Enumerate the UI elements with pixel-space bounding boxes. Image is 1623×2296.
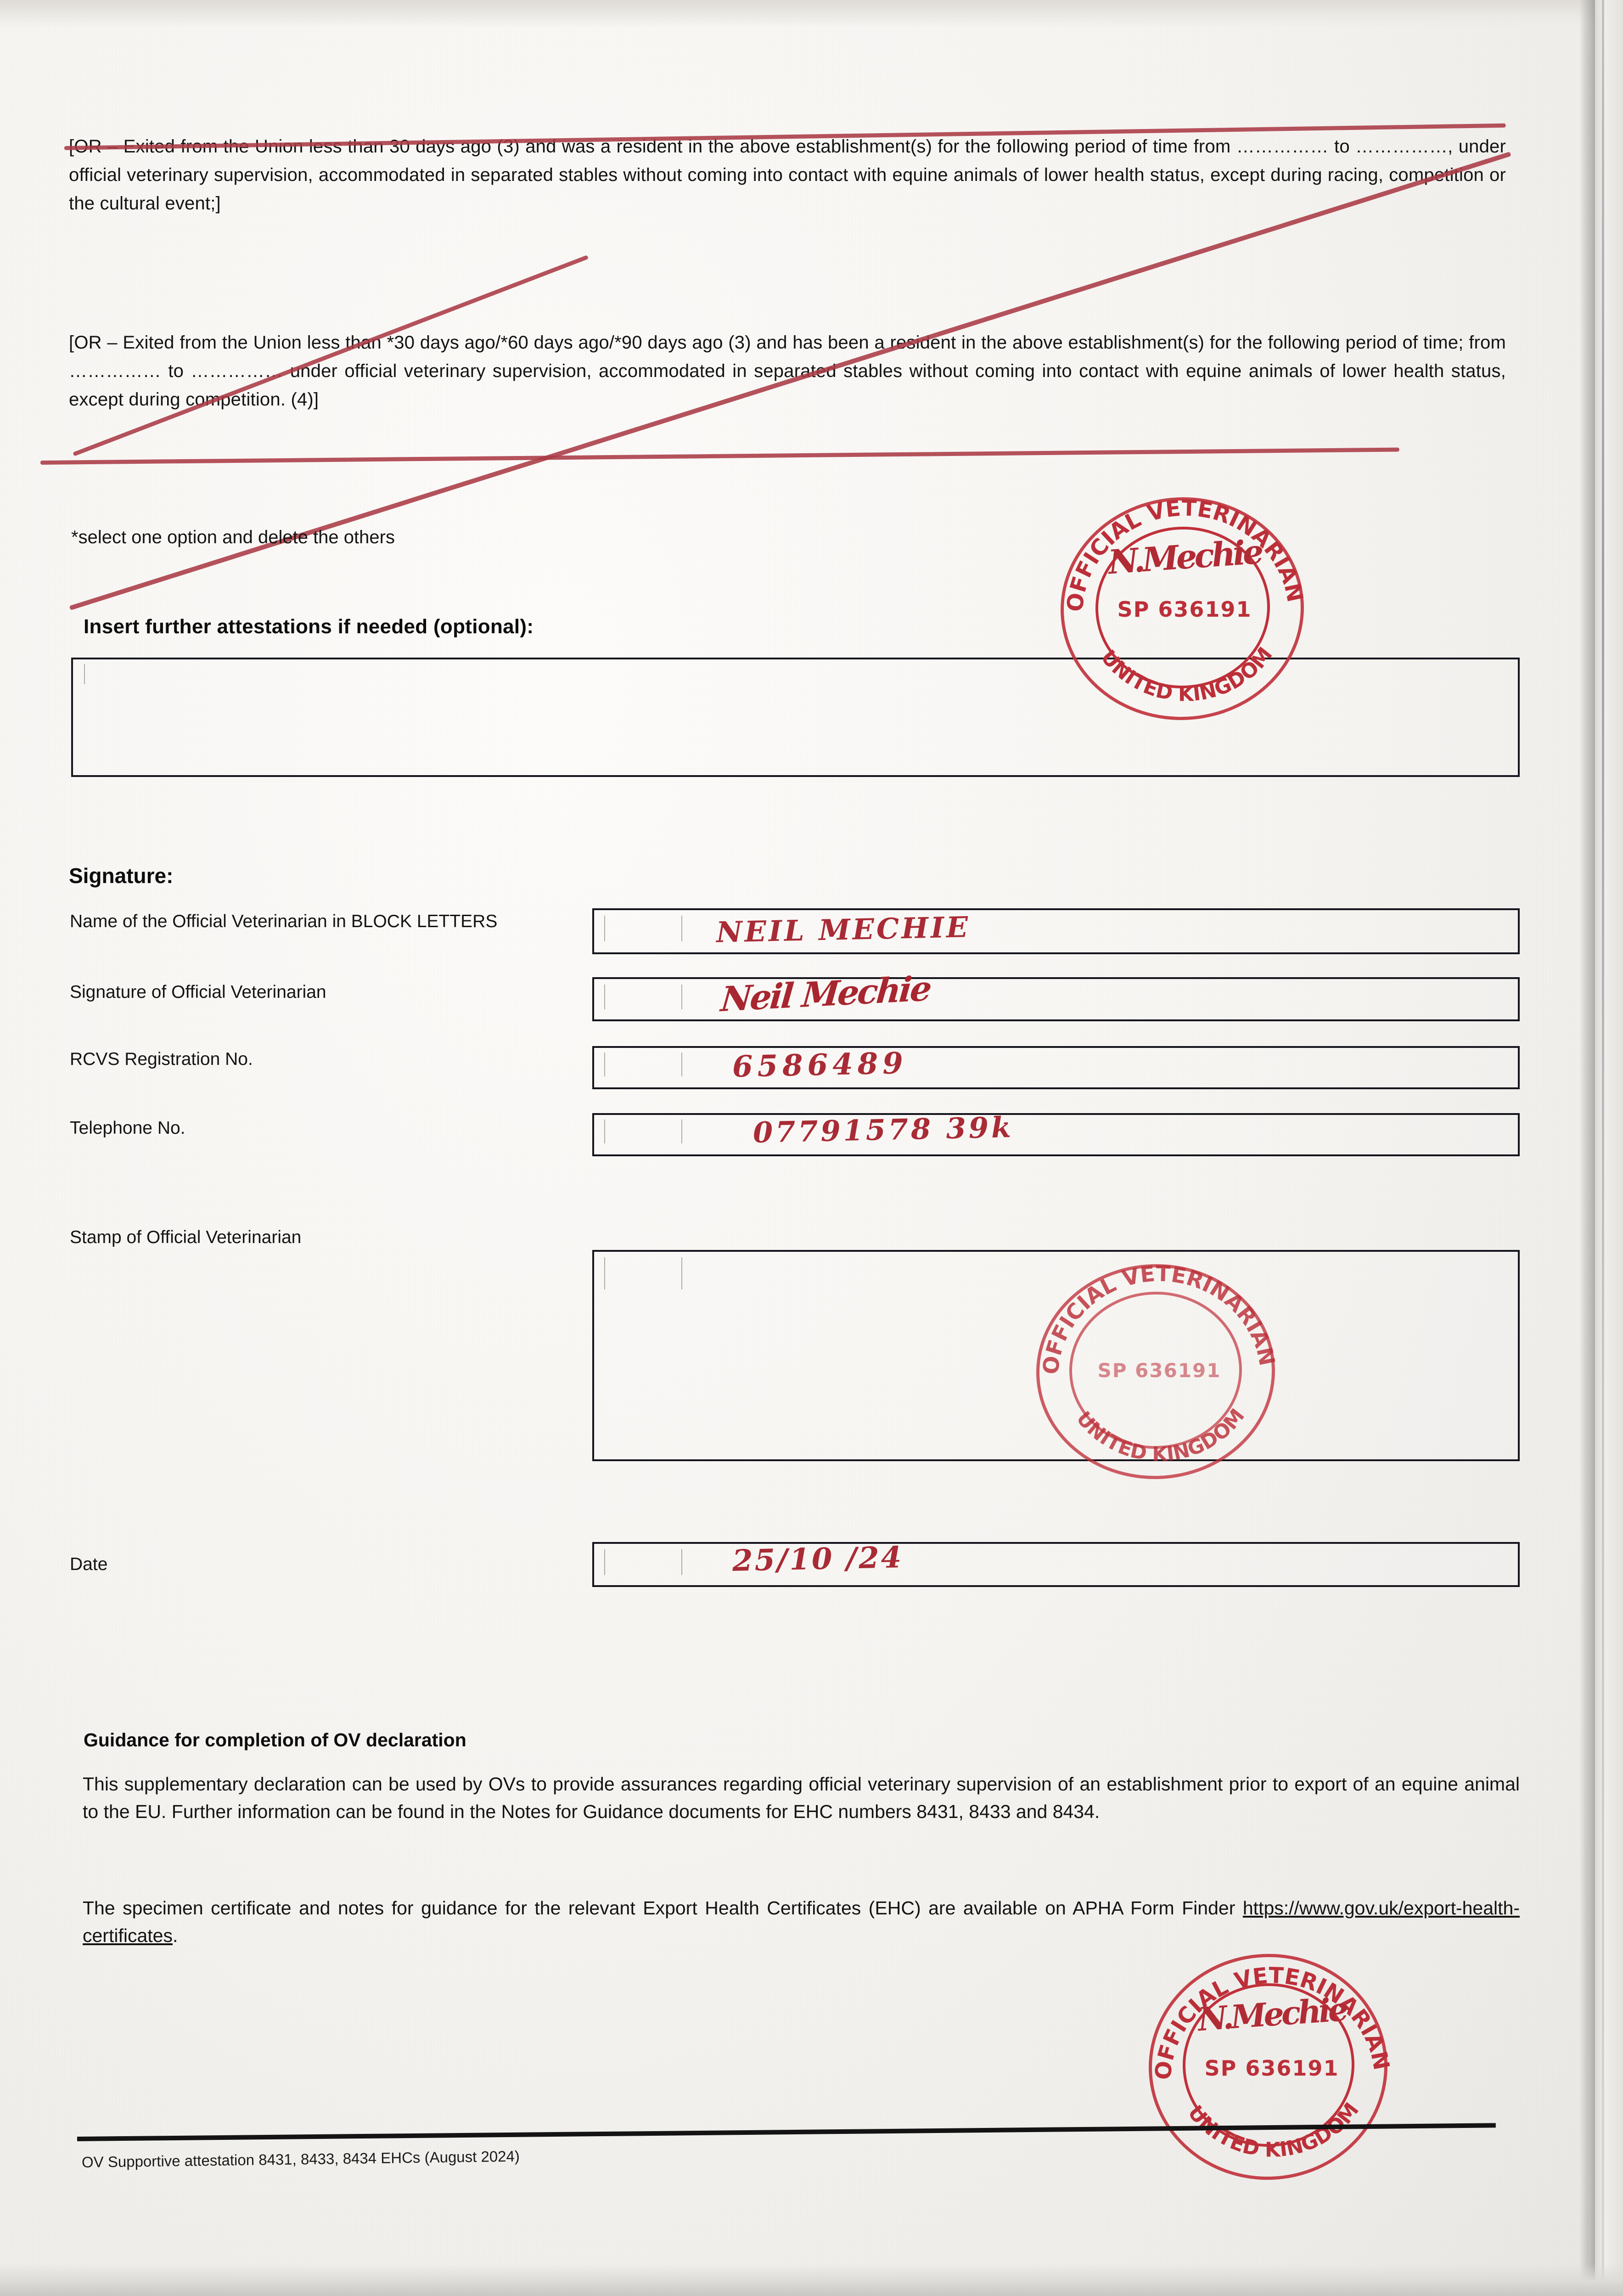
field-label-stamp: Stamp of Official Veterinarian [70,1226,511,1249]
scan-edge-bottom [0,2264,1623,2296]
form-finder-link[interactable]: https://www.gov.uk/export-health-certifi… [83,1897,1520,1946]
select-option-note: *select one option and delete the others [71,527,395,547]
svg-text:UNITED KINGDOM: UNITED KINGDOM [1096,643,1277,706]
field-tick-mid-rcvs [681,1052,682,1076]
field-label-rcvs: RCVS Registration No. [70,1048,511,1071]
field-tick-mid-stamp [681,1257,682,1289]
scan-edge-top [0,0,1623,28]
stamp-middle: OFFICIAL VETERINARIAN UNITED KINGDOM SP … [1031,1260,1288,1483]
field-tick-left-name [604,916,605,941]
field-label-name: Name of the Official Veterinarian in BLO… [70,910,511,933]
scan-edge-right-shadow [1579,0,1595,2296]
guidance-paragraph-2-tail: . [172,1925,178,1946]
field-label-name-text: Name of the Official Veterinarian in BLO… [70,912,498,931]
field-tick-mid-telephone [681,1120,682,1143]
guidance-heading: Guidance for completion of OV declaratio… [84,1729,466,1750]
field-tick-left-signature [604,985,605,1009]
field-value-telephone: 07791578 39k [753,1110,1014,1149]
field-tick-mid-name [681,916,682,941]
field-tick-mid-signature [681,985,682,1009]
guidance-paragraph-2-lead: The specimen certificate and notes for g… [83,1897,1243,1919]
stamp-arc-text: OFFICIAL VETERINARIAN UNITED KINGDOM [1038,1261,1280,1466]
attestations-textbox[interactable] [71,658,1520,777]
field-box-name[interactable] [592,908,1520,954]
signature-heading: Signature: [69,864,174,888]
stamp-bottom-arc-label: UNITED KINGDOM [1072,1404,1249,1466]
attestations-heading: Insert further attestations if needed (o… [84,615,534,638]
field-tick-left-stamp [604,1257,605,1289]
svg-text:OFFICIAL VETERINARIAN: OFFICIAL VETERINARIAN [1038,1261,1280,1376]
field-label-telephone-text: Telephone No. [70,1118,185,1138]
field-box-stamp[interactable] [592,1250,1520,1461]
guidance-paragraph-1-text: This supplementary declaration can be us… [83,1773,1520,1822]
field-box-date[interactable] [592,1542,1520,1587]
or-paragraph-1: [OR – Exited from the Union less than 30… [69,132,1506,218]
stamp-arc-text: OFFICIAL VETERINARIAN UNITED KINGDOM [1150,1963,1394,2162]
field-label-telephone: Telephone No. [70,1117,511,1140]
field-tick-left-date [604,1549,605,1575]
guidance-paragraph-2: The specimen certificate and notes for g… [83,1894,1520,1949]
attestations-tick-mark [84,664,85,684]
scan-edge-right-band [1595,0,1623,2296]
field-value-name: NEIL MECHIE [716,910,971,949]
field-tick-mid-date [681,1549,682,1575]
stamp-bottom-arc-label: UNITED KINGDOM [1096,643,1277,706]
scan-edge-right-line [1602,0,1604,2296]
field-label-rcvs-text: RCVS Registration No. [70,1049,253,1069]
field-box-signature[interactable] [592,977,1520,1021]
stamp-bottom: OFFICIAL VETERINARIAN UNITED KINGDOM N.M… [1143,1948,1400,2188]
field-box-rcvs[interactable] [592,1046,1520,1089]
stamp-reference-number: SP 636191 [1204,2056,1339,2081]
field-label-signature-text: Signature of Official Veterinarian [70,982,326,1002]
stamp-reference-number: SP 636191 [1117,597,1252,622]
field-label-date-text: Date [70,1554,108,1574]
field-box-telephone[interactable] [592,1113,1520,1156]
field-tick-left-telephone [604,1120,605,1143]
stamp-top: OFFICIAL VETERINARIAN UNITED KINGDOM N.M… [1055,491,1313,726]
or-paragraph-1-text: [OR – Exited from the Union less than 30… [69,136,1506,214]
stamp-reference-number: SP 636191 [1097,1359,1221,1382]
stamp-arc-text: OFFICIAL VETERINARIAN UNITED KINGDOM [1062,495,1308,706]
stamp-top-arc-label: OFFICIAL VETERINARIAN [1038,1261,1280,1376]
guidance-paragraph-1: This supplementary declaration can be us… [83,1770,1520,1825]
svg-text:UNITED KINGDOM: UNITED KINGDOM [1072,1404,1249,1466]
field-value-rcvs: 6586489 [732,1046,908,1084]
field-tick-left-rcvs [604,1052,605,1076]
field-label-signature: Signature of Official Veterinarian [70,981,511,1004]
field-label-stamp-text: Stamp of Official Veterinarian [70,1227,302,1247]
field-label-date: Date [70,1553,511,1576]
field-value-date: 25/10 /24 [732,1540,904,1578]
